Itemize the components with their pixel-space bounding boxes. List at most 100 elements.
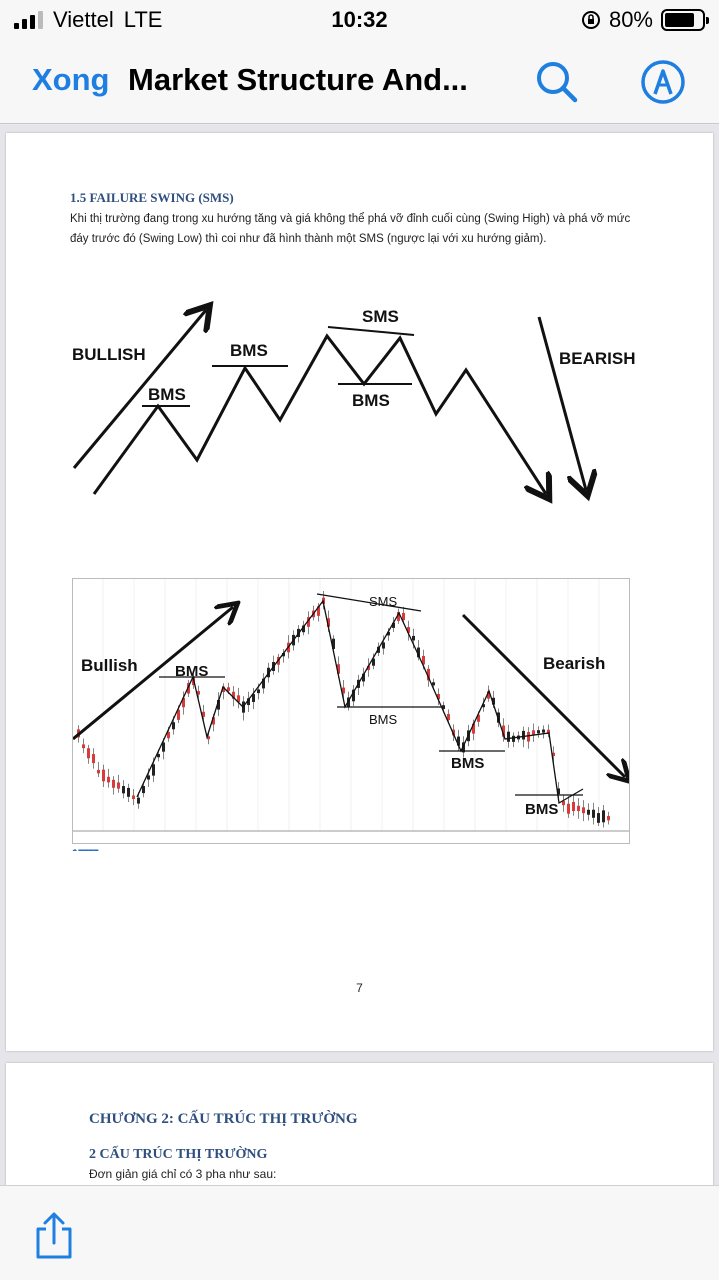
candle-body — [367, 665, 370, 671]
done-button[interactable]: Xong — [32, 62, 110, 97]
chart-sms-line — [316, 593, 422, 612]
candle-body — [502, 725, 505, 737]
candle-body — [587, 809, 590, 815]
battery-icon — [661, 9, 709, 31]
candle-body — [237, 695, 240, 703]
status-bar: Viettel LTE 10:32 80% — [0, 0, 719, 40]
candle-body — [382, 642, 385, 649]
pdf-page: CHƯƠNG 2: CẤU TRÚC THỊ TRƯỜNG 2 CẤU TRÚC… — [6, 1063, 713, 1185]
candle-body — [537, 730, 540, 734]
chart-bms-label: BMS — [451, 755, 484, 772]
candle-body — [397, 611, 400, 621]
candle-body — [132, 795, 135, 799]
section-paragraph: Khi thị trường đang trong xu hướng tăng … — [70, 213, 631, 245]
candle-body — [207, 736, 210, 740]
candle-body — [102, 769, 105, 782]
market-structure-diagram: BULLISH BMS BMS SMS BMS BEARISH — [72, 298, 636, 513]
candle-body — [607, 815, 610, 821]
diagram-bms-label: BMS — [148, 385, 186, 404]
candle-body — [342, 687, 345, 694]
candle-body — [437, 694, 440, 700]
candle-body — [197, 691, 200, 695]
section-paragraph: Đơn giản giá chỉ có 3 pha như sau: — [89, 1167, 277, 1181]
search-icon[interactable] — [533, 58, 581, 106]
chart-bullish-arrow — [72, 607, 233, 741]
candle-body — [222, 686, 225, 692]
carrier-label: Viettel — [53, 7, 114, 32]
markup-icon[interactable] — [637, 58, 689, 106]
candle-body — [152, 764, 155, 776]
candle-body — [257, 689, 260, 694]
section-title: 2 CẤU TRÚC THỊ TRƯỜNG — [89, 1147, 268, 1162]
candle-body — [402, 612, 405, 621]
sms-line — [327, 326, 415, 336]
section-title: 1.5 FAILURE SWING (SMS) — [70, 190, 234, 205]
chart-bms-label: BMS — [175, 663, 208, 680]
diagram-bullish-label: BULLISH — [72, 345, 146, 364]
chapter-title: CHƯƠNG 2: CẤU TRÚC THỊ TRƯỜNG — [89, 1111, 358, 1127]
candle-body — [217, 699, 220, 710]
candle-body — [147, 775, 150, 780]
clock: 10:32 — [331, 7, 388, 32]
candle-body — [187, 683, 190, 694]
chart-bearish-arrow — [461, 613, 625, 777]
candle-body — [487, 691, 490, 699]
battery-percent: 80% — [608, 7, 653, 32]
candle-body — [392, 622, 395, 628]
candle-body — [462, 742, 465, 753]
candle-body — [122, 786, 125, 794]
candle-body — [247, 698, 250, 706]
chart-sms-label: SMS — [369, 594, 398, 609]
page-number: 7 — [356, 981, 363, 995]
signal-icon — [14, 11, 43, 29]
candle-body — [547, 729, 550, 734]
candle-body — [302, 625, 305, 633]
candle-body — [442, 705, 445, 710]
bottom-toolbar — [0, 1185, 719, 1280]
document-title: Market Structure And... — [128, 62, 468, 97]
candle-body — [602, 810, 605, 823]
chart-bullish-label: Bullish — [81, 656, 138, 675]
candle-body — [327, 618, 330, 627]
candle-body — [577, 805, 580, 812]
candle-body — [142, 786, 145, 794]
candle-body — [552, 752, 555, 757]
document-viewer[interactable]: 1.5 FAILURE SWING (SMS) Khi thị trường đ… — [0, 125, 719, 1185]
candle-body — [162, 742, 165, 752]
candle-body — [282, 653, 285, 657]
bullish-trend-arrow — [72, 310, 206, 469]
tradingview-logo: ☁ ▬▬▬▬ — [72, 847, 99, 853]
share-icon[interactable] — [32, 1211, 76, 1261]
candle-body — [82, 744, 85, 749]
candle-body — [317, 606, 320, 616]
network-label: LTE — [123, 7, 163, 32]
candle-body — [572, 801, 575, 812]
candle-body — [112, 779, 115, 788]
candle-body — [202, 711, 205, 717]
candle-body — [232, 691, 235, 699]
candle-body — [562, 800, 565, 806]
candle-body — [372, 658, 375, 666]
orientation-lock-icon — [581, 11, 600, 29]
candle-body — [212, 717, 215, 725]
diagram-bearish-label: BEARISH — [559, 349, 636, 368]
candle-body — [337, 664, 340, 674]
candle-body — [137, 797, 140, 804]
candle-body — [352, 689, 355, 702]
candle-body — [97, 769, 100, 774]
candle-body — [167, 731, 170, 739]
pdf-page: 1.5 FAILURE SWING (SMS) Khi thị trường đ… — [6, 133, 713, 1051]
candle-body — [492, 697, 495, 705]
candle-body — [182, 697, 185, 708]
candle-body — [447, 714, 450, 720]
candle-body — [417, 647, 420, 658]
candle-body — [172, 722, 175, 730]
candle-body — [262, 678, 265, 689]
price-path — [92, 333, 546, 494]
candle-body — [567, 803, 570, 814]
candle-body — [252, 694, 255, 702]
candle-body — [522, 730, 525, 740]
candle-body — [432, 682, 435, 686]
candle-body — [387, 631, 390, 636]
candle-body — [92, 754, 95, 764]
